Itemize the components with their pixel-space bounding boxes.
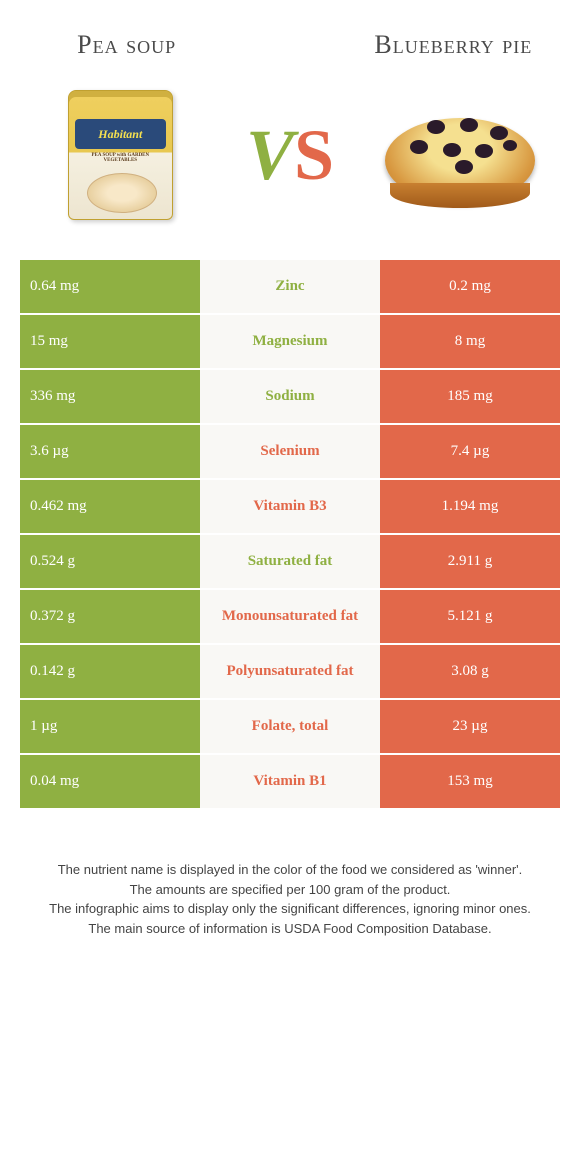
nutrient-name: Polyunsaturated fat <box>200 645 380 698</box>
footer-line: The infographic aims to display only the… <box>40 899 540 919</box>
value-right: 3.08 g <box>380 645 560 698</box>
value-right: 7.4 µg <box>380 425 560 478</box>
footer-line: The nutrient name is displayed in the co… <box>40 860 540 880</box>
can-subtext: PEA SOUP with GARDEN VEGETABLES <box>75 153 166 163</box>
footer-line: The amounts are specified per 100 gram o… <box>40 880 540 900</box>
value-right: 185 mg <box>380 370 560 423</box>
value-right: 0.2 mg <box>380 260 560 313</box>
table-row: 0.524 gSaturated fat2.911 g <box>20 535 560 590</box>
nutrient-name: Magnesium <box>200 315 380 368</box>
value-left: 3.6 µg <box>20 425 200 478</box>
table-row: 1 µgFolate, total23 µg <box>20 700 560 755</box>
nutrient-name: Zinc <box>200 260 380 313</box>
table-row: 336 mgSodium185 mg <box>20 370 560 425</box>
nutrient-name: Monounsaturated fat <box>200 590 380 643</box>
table-row: 0.04 mgVitamin B1153 mg <box>20 755 560 810</box>
nutrient-name: Sodium <box>200 370 380 423</box>
nutrient-name: Folate, total <box>200 700 380 753</box>
value-left: 336 mg <box>20 370 200 423</box>
value-left: 0.524 g <box>20 535 200 588</box>
value-left: 0.64 mg <box>20 260 200 313</box>
food-name-left: Pea soup <box>27 30 227 60</box>
value-left: 0.462 mg <box>20 480 200 533</box>
value-right: 23 µg <box>380 700 560 753</box>
comparison-table: 0.64 mgZinc0.2 mg15 mgMagnesium8 mg336 m… <box>20 260 560 810</box>
can-brand-label: Habitant <box>75 119 166 149</box>
header: Pea soup Blueberry pie <box>0 0 580 70</box>
food-image-right <box>385 80 535 230</box>
value-left: 0.04 mg <box>20 755 200 808</box>
food-image-left: Habitant PEA SOUP with GARDEN VEGETABLES <box>45 80 195 230</box>
vs-v: V <box>246 115 294 195</box>
table-row: 0.462 mgVitamin B31.194 mg <box>20 480 560 535</box>
images-row: Habitant PEA SOUP with GARDEN VEGETABLES… <box>0 70 580 260</box>
value-right: 8 mg <box>380 315 560 368</box>
value-left: 0.372 g <box>20 590 200 643</box>
table-row: 3.6 µgSelenium7.4 µg <box>20 425 560 480</box>
footer-notes: The nutrient name is displayed in the co… <box>0 810 580 958</box>
vs-label: VS <box>246 114 334 197</box>
food-name-right: Blueberry pie <box>353 30 553 60</box>
value-left: 1 µg <box>20 700 200 753</box>
value-right: 1.194 mg <box>380 480 560 533</box>
nutrient-name: Selenium <box>200 425 380 478</box>
table-row: 0.372 gMonounsaturated fat5.121 g <box>20 590 560 645</box>
table-row: 0.142 gPolyunsaturated fat3.08 g <box>20 645 560 700</box>
table-row: 0.64 mgZinc0.2 mg <box>20 260 560 315</box>
nutrient-name: Vitamin B3 <box>200 480 380 533</box>
value-left: 0.142 g <box>20 645 200 698</box>
vs-s: S <box>294 115 334 195</box>
footer-line: The main source of information is USDA F… <box>40 919 540 939</box>
nutrient-name: Saturated fat <box>200 535 380 588</box>
value-left: 15 mg <box>20 315 200 368</box>
value-right: 2.911 g <box>380 535 560 588</box>
nutrient-name: Vitamin B1 <box>200 755 380 808</box>
blueberry-pie-icon <box>385 108 535 203</box>
table-row: 15 mgMagnesium8 mg <box>20 315 560 370</box>
pea-soup-can-icon: Habitant PEA SOUP with GARDEN VEGETABLES <box>68 90 173 220</box>
value-right: 153 mg <box>380 755 560 808</box>
value-right: 5.121 g <box>380 590 560 643</box>
